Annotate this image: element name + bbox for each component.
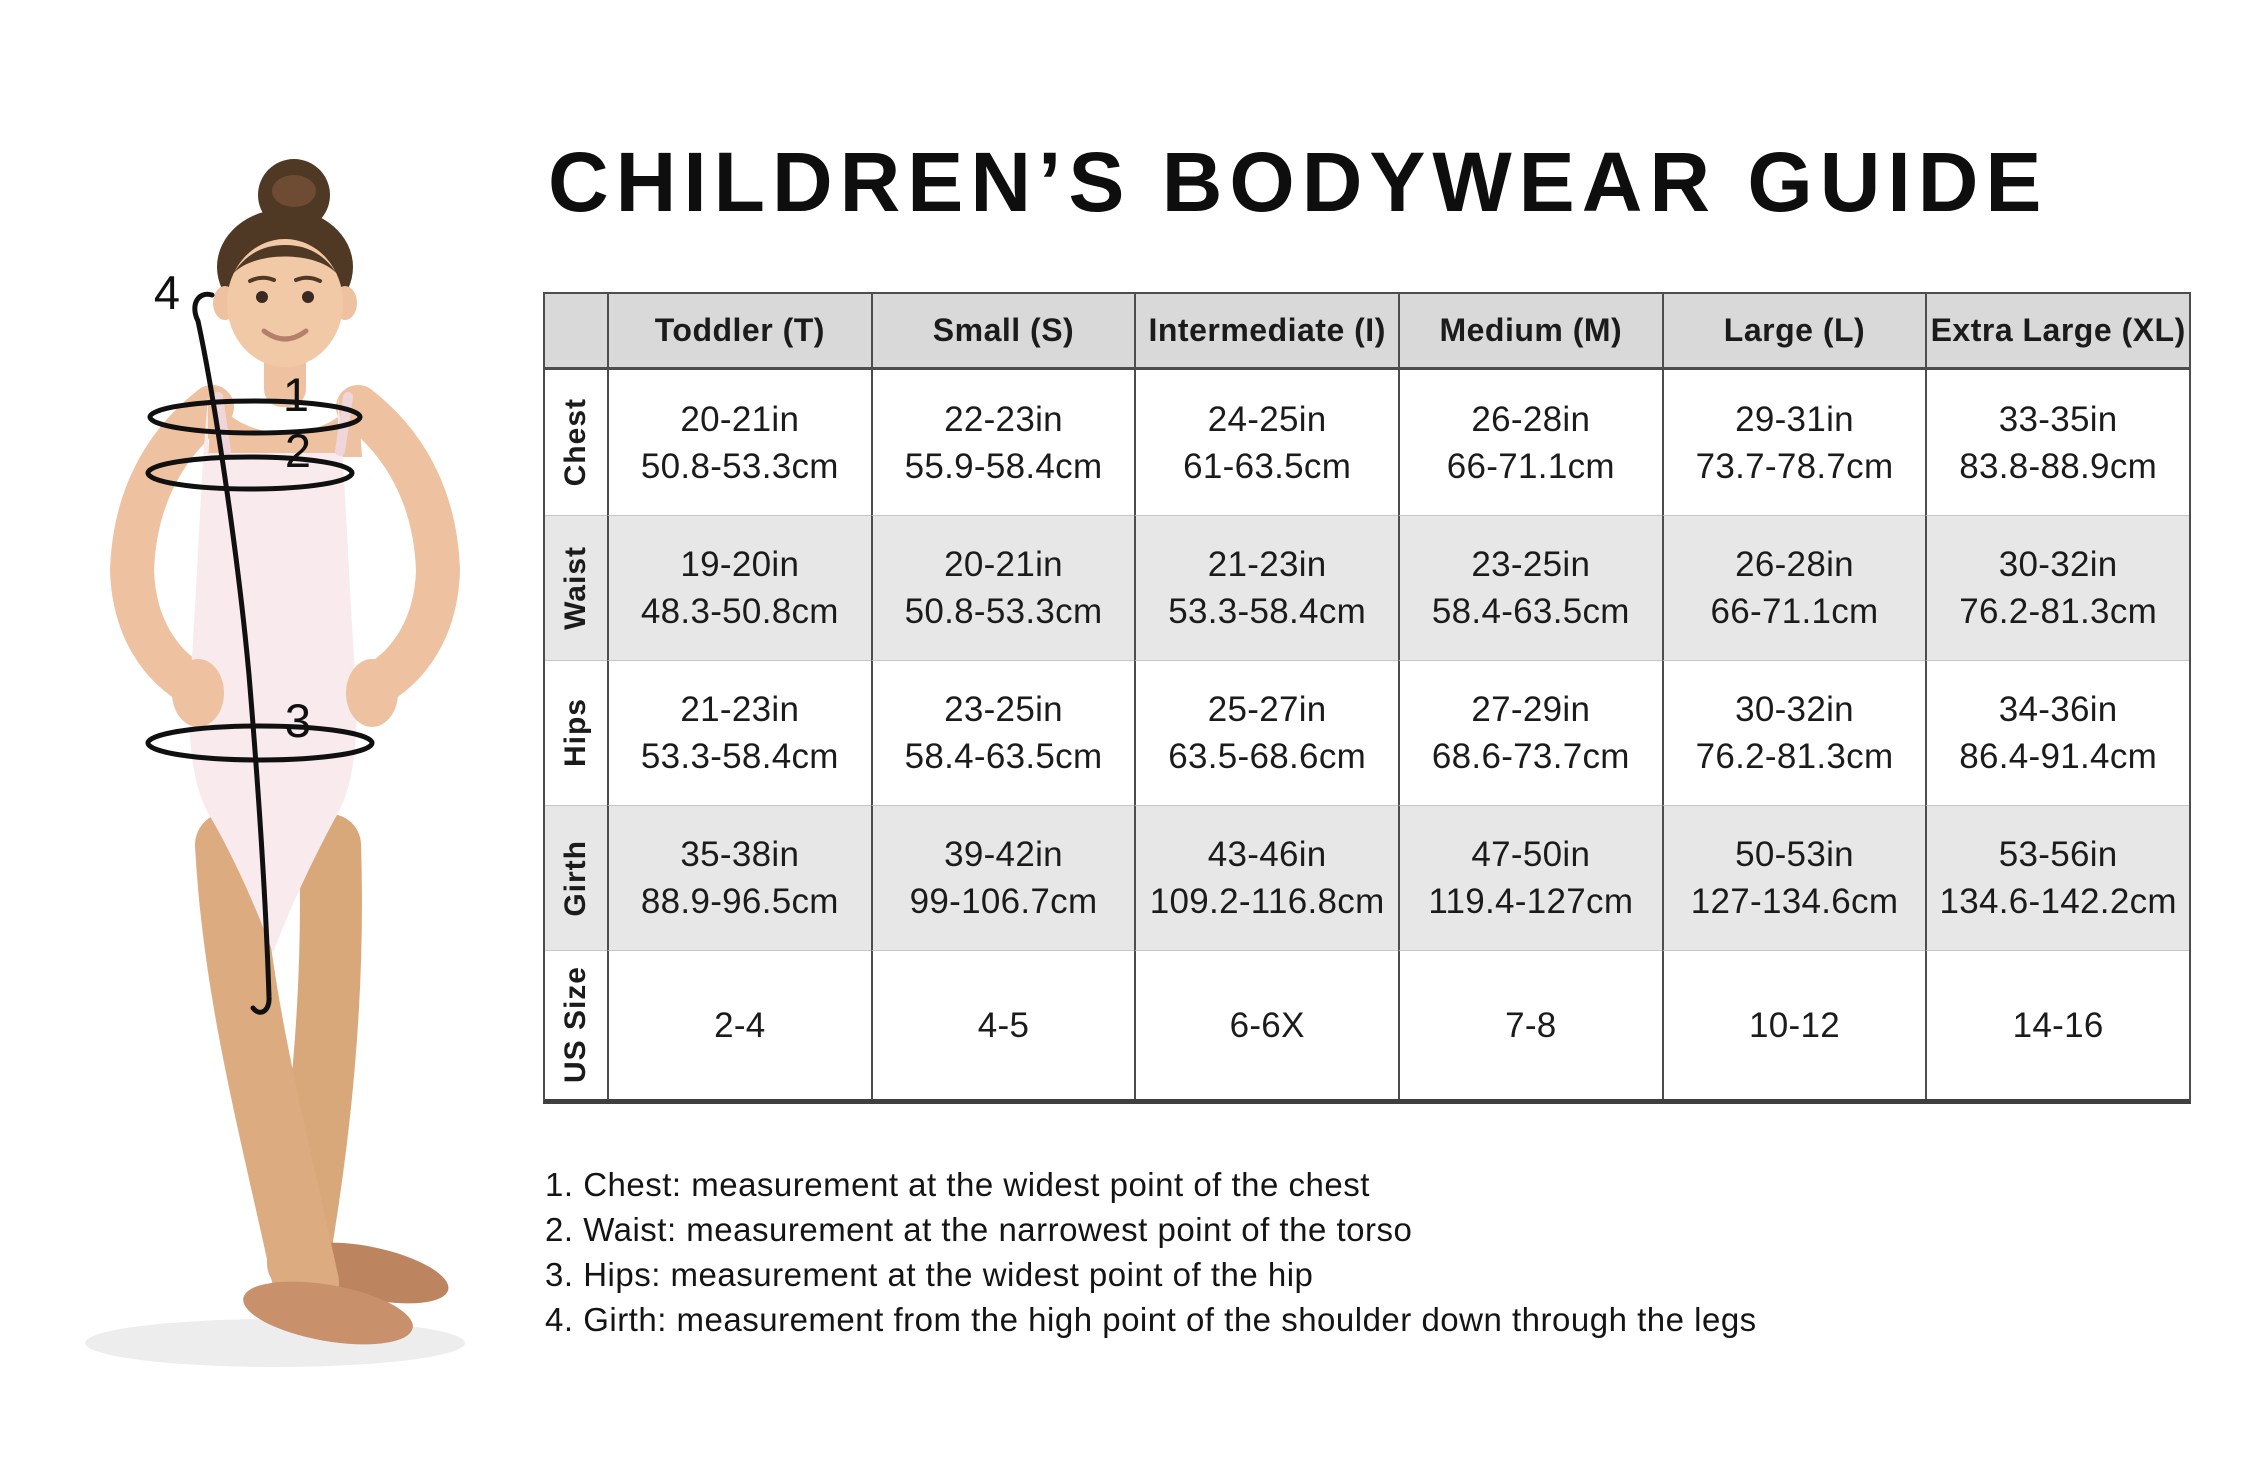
column-header-large: Large (L)	[1661, 294, 1926, 370]
table-cell-us-size-extra-large: 14-16	[1925, 950, 2189, 1099]
size-chart-table: Toddler (T) Small (S) Intermediate (I) M…	[543, 292, 2191, 1104]
hips-measure-ellipse	[145, 723, 375, 763]
hair-bun-highlight	[272, 175, 316, 207]
table-corner-cell	[545, 294, 607, 370]
eyebrow-left	[248, 275, 276, 283]
column-header-extra-large: Extra Large (XL)	[1925, 294, 2189, 370]
hips-number-label: 3	[285, 694, 311, 747]
footnote-girth: 4. Girth: measurement from the high poin…	[545, 1301, 1757, 1338]
right-hand	[346, 659, 398, 727]
table-cell-chest-extra-large: 33-35in 83.8-88.9cm	[1925, 370, 2189, 515]
face	[227, 239, 343, 367]
column-header-medium: Medium (M)	[1397, 294, 1662, 370]
table-cell-waist-intermediate: 21-23in 53.3-58.4cm	[1134, 515, 1398, 660]
row-header-chest: Chest	[545, 370, 607, 515]
table-cell-girth-extra-large: 53-56in 134.6-142.2cm	[1925, 805, 2189, 950]
eye-right	[302, 291, 314, 303]
column-header-small: Small (S)	[870, 294, 1135, 370]
table-cell-us-size-small: 4-5	[870, 950, 1135, 1099]
table-cell-waist-toddler: 19-20in 48.3-50.8cm	[607, 515, 871, 660]
table-cell-chest-toddler: 20-21in 50.8-53.3cm	[607, 370, 871, 515]
footnote-hips: 3. Hips: measurement at the widest point…	[545, 1256, 1314, 1293]
model-photo: 1 2 3 4	[40, 140, 540, 1390]
chest-measure-ellipse	[147, 398, 363, 436]
table-cell-girth-toddler: 35-38in 88.9-96.5cm	[607, 805, 871, 950]
table-cell-chest-medium: 26-28in 66-71.1cm	[1397, 370, 1662, 515]
girth-measure-line	[192, 291, 272, 1015]
waist-measure-ellipse	[145, 454, 355, 492]
table-cell-waist-small: 20-21in 50.8-53.3cm	[870, 515, 1135, 660]
model-figure-svg: 1 2 3 4	[85, 159, 465, 1367]
table-cell-girth-small: 39-42in 99-106.7cm	[870, 805, 1135, 950]
waist-number-label: 2	[285, 424, 311, 477]
table-cell-us-size-toddler: 2-4	[607, 950, 871, 1099]
table-cell-hips-medium: 27-29in 68.6-73.7cm	[1397, 660, 1662, 805]
row-header-label: Chest	[559, 398, 592, 487]
eyebrow-right	[294, 275, 322, 283]
table-cell-hips-toddler: 21-23in 53.3-58.4cm	[607, 660, 871, 805]
column-header-label: Intermediate (I)	[1148, 312, 1386, 348]
table-cell-us-size-medium: 7-8	[1397, 950, 1662, 1099]
row-header-hips: Hips	[545, 660, 607, 805]
table-cell-hips-large: 30-32in 76.2-81.3cm	[1661, 660, 1926, 805]
left-hand	[172, 659, 224, 727]
row-header-label: Hips	[559, 698, 592, 768]
girth-number-label: 4	[154, 266, 180, 319]
hairline	[227, 245, 343, 285]
front-leg	[195, 812, 339, 1316]
page-title: CHILDREN’S BODYWEAR GUIDE	[548, 135, 2049, 229]
column-header-intermediate: Intermediate (I)	[1134, 294, 1398, 370]
leotard-strap-left	[213, 392, 231, 456]
table-cell-hips-intermediate: 25-27in 63.5-68.6cm	[1134, 660, 1398, 805]
smile	[261, 328, 309, 342]
table-cell-waist-medium: 23-25in 58.4-63.5cm	[1397, 515, 1662, 660]
table-cell-waist-large: 26-28in 66-71.1cm	[1661, 515, 1926, 660]
table-cell-girth-large: 50-53in 127-134.6cm	[1661, 805, 1926, 950]
table-cell-girth-intermediate: 43-46in 109.2-116.8cm	[1134, 805, 1398, 950]
row-header-waist: Waist	[545, 515, 607, 660]
table-cell-waist-extra-large: 30-32in 76.2-81.3cm	[1925, 515, 2189, 660]
column-header-label: Medium (M)	[1439, 312, 1623, 348]
column-header-label: Extra Large (XL)	[1930, 312, 2186, 348]
row-header-label: Waist	[559, 546, 592, 630]
row-header-label: Girth	[559, 839, 592, 917]
table-cell-hips-small: 23-25in 58.4-63.5cm	[870, 660, 1135, 805]
row-header-label: US Size	[559, 966, 592, 1084]
row-header-us-size: US Size	[545, 950, 607, 1099]
front-ballet-slipper	[243, 1281, 413, 1345]
table-cell-us-size-intermediate: 6-6X	[1134, 950, 1398, 1099]
table-cell-girth-medium: 47-50in 119.4-127cm	[1397, 805, 1662, 950]
footnote-chest: 1. Chest: measurement at the widest poin…	[545, 1166, 1370, 1203]
column-header-toddler: Toddler (T)	[607, 294, 871, 370]
table-cell-hips-extra-large: 34-36in 86.4-91.4cm	[1925, 660, 2189, 805]
row-header-girth: Girth	[545, 805, 607, 950]
table-cell-us-size-large: 10-12	[1661, 950, 1926, 1099]
column-header-label: Small (S)	[932, 312, 1075, 348]
table-cell-chest-large: 29-31in 73.7-78.7cm	[1661, 370, 1926, 515]
table-cell-chest-small: 22-23in 55.9-58.4cm	[870, 370, 1135, 515]
left-arm	[109, 385, 234, 709]
right-arm	[336, 385, 461, 709]
column-header-label: Large (L)	[1723, 312, 1866, 348]
eye-left	[256, 291, 268, 303]
table-cell-chest-intermediate: 24-25in 61-63.5cm	[1134, 370, 1398, 515]
column-header-label: Toddler (T)	[654, 312, 825, 348]
footnote-waist: 2. Waist: measurement at the narrowest p…	[545, 1211, 1413, 1248]
chest-number-label: 1	[283, 368, 309, 421]
measurement-footnotes: 1. Chest: measurement at the widest poin…	[545, 1162, 1757, 1342]
chest-skin	[208, 397, 362, 457]
